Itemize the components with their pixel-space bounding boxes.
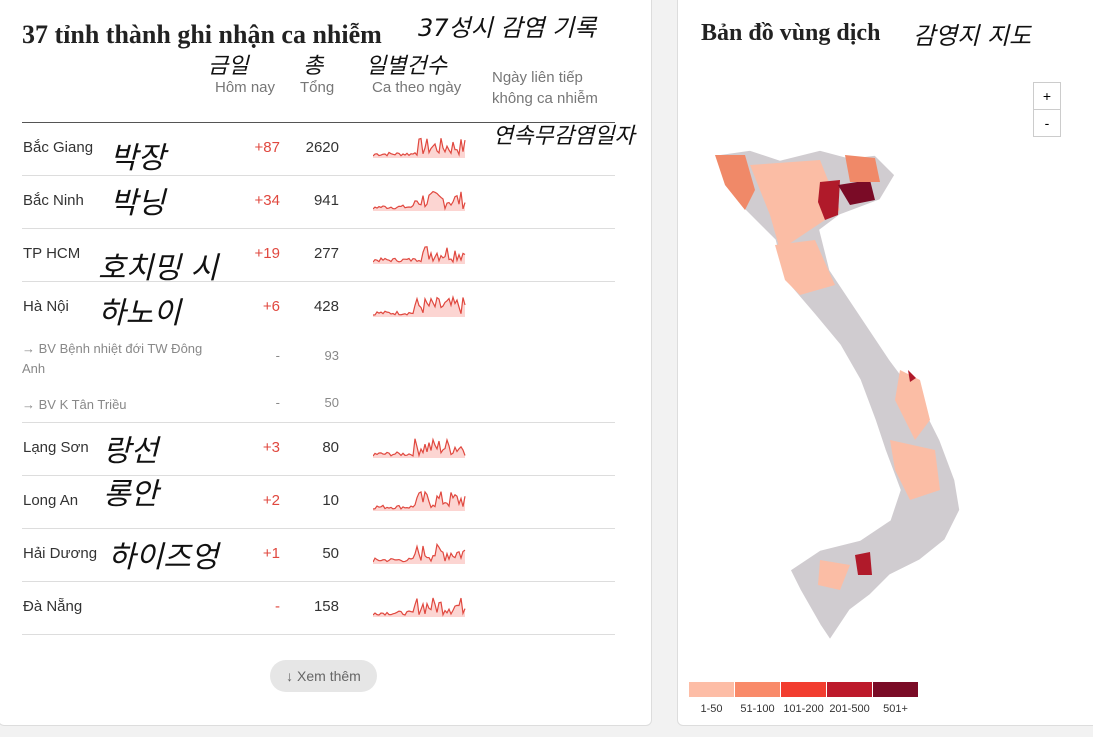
subrow-total: 93 (324, 348, 339, 363)
row-total: 277 (313, 245, 339, 262)
row-total: 941 (313, 192, 339, 209)
column-header: Tổng (300, 79, 335, 96)
sparkline (373, 246, 466, 264)
more-label: Xem thêm (297, 668, 361, 684)
table-title: 37 tỉnh thành ghi nhận ca nhiễm (22, 20, 382, 49)
table-card (0, 0, 652, 726)
row-today: - (275, 598, 280, 615)
annotation: 37성시 감염 기록 (418, 14, 597, 42)
region (890, 440, 940, 500)
legend-swatch (873, 682, 918, 697)
row-total: 428 (313, 298, 339, 315)
row-separator (22, 422, 615, 423)
annotation: 감영지 지도 (913, 22, 1032, 50)
sparkline (373, 190, 466, 211)
row-separator (22, 175, 615, 176)
subrow-today: - (275, 395, 280, 410)
row-name: Đà Nẵng (23, 598, 83, 615)
legend-label: 501+ (883, 703, 908, 715)
row-separator (22, 281, 615, 282)
row-total: 50 (322, 545, 339, 562)
row-name: TP HCM (23, 245, 81, 262)
row-today: +2 (262, 492, 280, 509)
legend-swatch (735, 682, 780, 697)
row-today: +87 (254, 139, 280, 156)
row-today: +6 (262, 298, 280, 315)
sparkline (373, 437, 466, 458)
row-today: +34 (254, 192, 280, 209)
annotation: 금일 (208, 54, 249, 79)
row-separator (22, 581, 615, 582)
subrow-total: 50 (324, 395, 339, 410)
row-total: 158 (313, 598, 339, 615)
row-separator (22, 634, 615, 635)
column-header: Ngày liên tiếp không ca nhiễm (492, 69, 598, 107)
sparkline (373, 490, 466, 511)
legend-swatch (827, 682, 872, 697)
region (855, 552, 872, 575)
legend-label: 1-50 (700, 703, 723, 715)
annotation: 호치밍 시 (98, 251, 218, 286)
zoom-in[interactable]: + (1033, 82, 1061, 110)
country-shape (714, 149, 961, 642)
region (908, 370, 916, 382)
row-today: +3 (262, 439, 280, 456)
map-title: Bản đồ vùng dịch (701, 20, 881, 46)
subrow-name: → BV K Tân Triều (22, 397, 127, 412)
annotation: 박닝 (110, 186, 166, 221)
row-separator (22, 528, 615, 529)
row-today: +19 (254, 245, 280, 262)
row-total: 2620 (305, 139, 339, 156)
row-name: Bắc Ninh (23, 192, 84, 209)
header-line (22, 122, 615, 123)
region (818, 180, 840, 220)
column-header: Ca theo ngày (372, 79, 462, 96)
legend-label: 101-200 (783, 703, 824, 715)
annotation: 박장 (110, 141, 166, 176)
subrow-today: - (275, 348, 280, 363)
annotation: 연속무감염일자 (493, 124, 635, 149)
subrow-name: → BV Bệnh nhiệt đới TW Đông Anh (22, 341, 203, 376)
sparkline (373, 597, 466, 617)
annotation: 하노이 (98, 296, 181, 331)
legend-label: 51-100 (740, 703, 775, 715)
region (845, 155, 880, 182)
annotation: 롱안 (103, 477, 159, 512)
sparkline (373, 542, 466, 564)
annotation: 일별건수 (366, 54, 447, 79)
map (714, 149, 961, 642)
sparkline (373, 294, 466, 317)
legend-swatch (781, 682, 826, 697)
region (895, 370, 930, 440)
sparkline (373, 137, 466, 158)
row-name: Hà Nội (23, 298, 69, 315)
row-name: Long An (23, 492, 79, 509)
legend-label: 201-500 (829, 703, 870, 715)
row-total: 10 (322, 492, 339, 509)
region (715, 155, 755, 210)
region (750, 160, 840, 250)
legend-swatch (689, 682, 734, 697)
region (838, 180, 875, 205)
region (818, 560, 850, 590)
row-name: Lạng Sơn (23, 439, 89, 456)
row-total: 80 (322, 439, 339, 456)
more-button[interactable]: ↓ Xem thêm (270, 660, 377, 692)
region (775, 240, 835, 295)
annotation: 하이즈엉 (108, 540, 219, 575)
column-header: Hôm nay (215, 79, 276, 96)
zoom-out[interactable]: - (1033, 109, 1061, 137)
annotation: 총 (303, 54, 324, 79)
row-name: Bắc Giang (23, 139, 94, 156)
row-separator (22, 475, 615, 476)
row-today: +1 (262, 545, 280, 562)
annotation: 랑선 (103, 434, 159, 469)
row-name: Hải Dương (23, 545, 98, 562)
row-separator (22, 228, 615, 229)
